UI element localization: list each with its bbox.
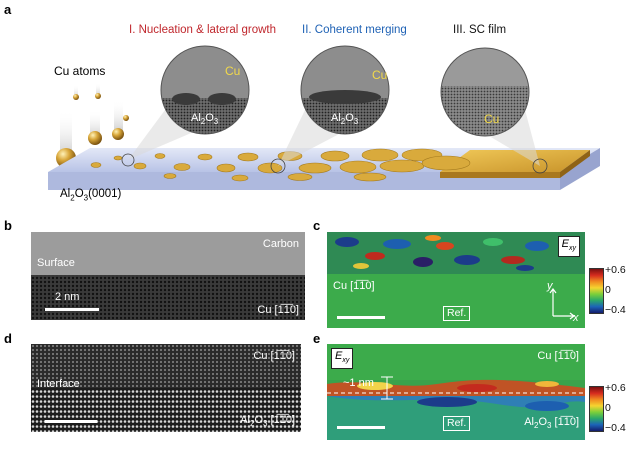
circle1-al2o3-label: Al2O3 [191,112,219,127]
c-cbar-max: +0.6 [605,264,626,276]
e-cu-direction: Cu [1̅1̅0] [537,350,579,362]
circle2-cu-label: Cu [372,68,388,82]
c-cbar-min: −0.4 [605,304,626,316]
substrate-label: Al2O3(0001) [60,188,122,203]
e-colorbar [589,386,604,432]
panel-c-strain-map: Exy Cu [1̅1̅0] Ref. y x [327,232,585,328]
growth-schematic [48,45,600,190]
panel-label-b: b [4,218,12,233]
panel-d-tem-image: Cu [1̅1̅0] Interface Al2O3 [1̅1̅0] [31,344,301,432]
stage-3-title: III. SC film [453,24,507,36]
circle1-cu-label: Cu [225,64,241,78]
panel-label-c: c [313,218,321,233]
surface-label: Surface [37,257,75,269]
c-cbar-mid: 0 [605,284,611,296]
stage-2-title: II. Coherent merging [302,24,407,36]
panel-label-d: d [4,331,12,346]
c-scale-bar [337,316,385,319]
c-cu-direction: Cu [1̅1̅0] [333,280,375,292]
circle2-al2o3-label: Al2O3 [331,112,359,127]
c-axis-y: y [547,280,553,292]
c-colorbar [589,268,604,314]
one-nm-label: ~1 nm [343,377,374,389]
circle3-cu-label: Cu [484,112,500,126]
d-cu-direction: Cu [1̅1̅0] [253,350,295,362]
stage-1-title: I. Nucleation & lateral growth [129,24,277,36]
panel-label-e: e [313,331,321,346]
interface-label: Interface [37,378,80,390]
panel-e-strain-map: Exy Cu [1̅1̅0] ~1 nm Ref. Al2O3 [1̅1̅0] [327,344,585,440]
e-cbar-max: +0.6 [605,382,626,394]
e-cbar-min: −0.4 [605,422,626,434]
e-al2o3-direction: Al2O3 [1̅1̅0] [524,416,579,431]
b-scale-bar [45,308,99,311]
carbon-label: Carbon [262,238,299,250]
panel-label-a: a [4,2,12,17]
e-scale-bar [337,426,385,429]
panel-b-tem-image: Carbon Surface 2 nm Cu [1̅1̅0] [31,232,305,320]
c-ref-box: Ref. [443,306,471,321]
b-cu-direction: Cu [1̅1̅0] [257,304,299,316]
xy-axes-icon [549,288,575,320]
e-cbar-mid: 0 [605,402,611,414]
e-ref-box: Ref. [443,416,471,431]
e-exy-label: Exy [331,348,354,370]
c-axis-x: x [573,312,579,324]
b-scale-text: 2 nm [55,291,80,303]
d-scale-bar [45,420,97,423]
d-al2o3-direction: Al2O3 [1̅1̅0] [240,414,295,429]
c-exy-label: Exy [557,236,580,258]
cu-atoms-label: Cu atoms [54,64,106,78]
